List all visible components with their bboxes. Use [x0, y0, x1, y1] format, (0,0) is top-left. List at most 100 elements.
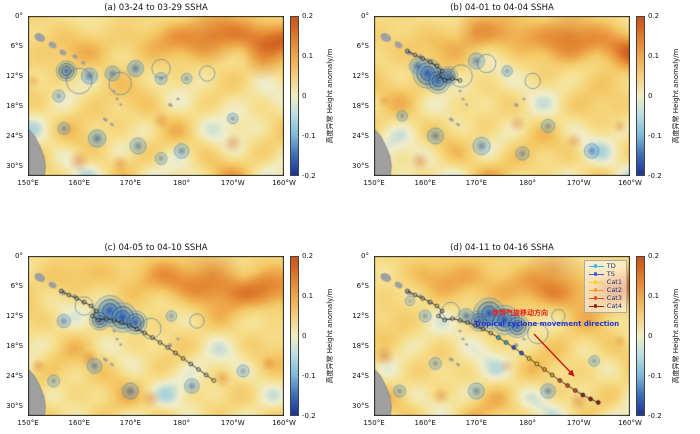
y-tick-label: 24°S	[6, 132, 23, 140]
y-tick-label: 18°S	[6, 102, 23, 110]
panel-a-x-axis: 150°E 160°E 170°E 180° 170°W 160°W	[17, 176, 296, 189]
y-tick-label: 24°S	[6, 372, 23, 380]
y-tick-label: 18°S	[6, 342, 23, 350]
colorbar-tick-label: 0.2	[648, 12, 660, 20]
colorbar-tick-label: 0.2	[648, 252, 660, 260]
panel-d: (d) 04-11 to 04-16 SSHA 0° 6°S 12°S 18°S 24°…	[352, 242, 692, 430]
legend-marker-icon	[588, 264, 604, 268]
colorbar-gradient	[290, 16, 299, 176]
y-tick-label: 30°S	[6, 162, 23, 170]
x-tick-label: 160°W	[618, 179, 642, 187]
panel-a-colorbar: 0.2 0.1 0 -0.1 -0.2 高度异常 Height anomaly/m	[290, 12, 346, 180]
panel-c-y-axis: 0° 6°S 12°S 18°S 24°S 30°S	[4, 252, 25, 416]
annotation-cn: 热带气旋移动方向	[492, 309, 548, 317]
panel-a: (a) 03-24 to 03-29 SSHA 0° 6°S 12°S 18°S 24°…	[6, 2, 346, 190]
panel-c: (c) 04-05 to 04-10 SSHA 0° 6°S 12°S 18°S 24°…	[6, 242, 346, 430]
y-tick-label: 18°S	[352, 342, 369, 350]
y-tick-label: 0°	[15, 12, 23, 20]
colorbar-gradient	[636, 256, 645, 416]
x-tick-label: 170°E	[465, 419, 488, 427]
panel-b-x-axis: 150°E 160°E 170°E 180° 170°W 160°W	[363, 176, 642, 189]
y-tick-label: 6°S	[10, 282, 23, 290]
x-tick-label: 170°W	[566, 179, 591, 187]
colorbar-tick-label: -0.1	[648, 132, 662, 140]
colorbar-tick-label: 0	[648, 92, 653, 100]
panel-d-plot: 0° 6°S 12°S 18°S 24°S 30°S 150°E 160°E 170°E 180…	[352, 252, 642, 427]
colorbar-ticks: 0.2 0.1 0 -0.1 -0.2	[648, 12, 670, 180]
colorbar-ticks: 0.2 0.1 0 -0.1 -0.2	[648, 252, 670, 420]
panel-a-y-axis: 0° 6°S 12°S 18°S 24°S 30°S	[4, 12, 25, 176]
x-tick-label: 170°E	[119, 179, 142, 187]
colorbar-label: 高度异常 Height anomaly/m	[326, 288, 334, 384]
x-tick-label: 160°E	[414, 419, 436, 427]
legend-item-cat1: Cat1	[588, 279, 622, 286]
x-tick-label: 180°	[519, 179, 537, 187]
ssha-map-canvas-c	[28, 256, 284, 416]
panel-d-title: (d) 04-11 to 04-16 SSHA	[450, 243, 554, 253]
colorbar-tick-label: 0.1	[302, 52, 314, 60]
ssha-map-canvas-a	[28, 16, 284, 176]
panel-d-colorbar: 0.2 0.1 0 -0.1 -0.2 高度异常 Height anomaly/m	[636, 252, 692, 420]
x-tick-label: 180°	[519, 419, 537, 427]
colorbar-tick-label: 0.2	[302, 12, 314, 20]
colorbar-tick-label: 0	[648, 332, 653, 340]
colorbar-tick-label: -0.2	[648, 172, 662, 180]
y-tick-label: 12°S	[6, 312, 23, 320]
x-tick-label: 150°E	[17, 419, 39, 427]
legend-marker-icon	[588, 296, 604, 300]
x-tick-label: 160°W	[618, 419, 642, 427]
legend-item-cat4: Cat4	[588, 302, 622, 310]
x-tick-label: 170°W	[566, 419, 591, 427]
x-tick-label: 160°E	[68, 419, 90, 427]
panel-c-plot: 0° 6°S 12°S 18°S 24°S 30°S 150°E 160°E 170°E 180…	[6, 252, 296, 427]
legend-marker-icon	[588, 288, 604, 292]
panel-b-plot: 0° 6°S 12°S 18°S 24°S 30°S 150°E 160°E 170°E 180…	[352, 12, 642, 187]
legend-item-td: TD	[588, 262, 622, 270]
x-tick-label: 180°	[173, 419, 191, 427]
y-tick-label: 12°S	[352, 72, 369, 80]
legend-label: TD	[606, 262, 616, 270]
y-tick-label: 30°S	[352, 402, 369, 410]
legend-label: Cat4	[606, 302, 622, 310]
y-tick-label: 0°	[15, 252, 23, 260]
x-tick-label: 160°E	[68, 179, 90, 187]
legend-label: TS	[606, 270, 615, 278]
y-tick-label: 18°S	[352, 102, 369, 110]
y-tick-label: 0°	[361, 12, 369, 20]
y-tick-label: 24°S	[352, 132, 369, 140]
colorbar-gradient	[636, 16, 645, 176]
colorbar-tick-label: 0.1	[302, 292, 314, 300]
x-tick-label: 170°E	[119, 419, 142, 427]
annotation-en: Tropical cyclone movement direction	[474, 320, 620, 328]
y-tick-label: 6°S	[356, 42, 369, 50]
legend-marker-icon	[588, 272, 604, 276]
legend-item-cat2: Cat2	[588, 286, 622, 294]
panel-c-colorbar: 0.2 0.1 0 -0.1 -0.2 高度异常 Height anomaly/m	[290, 252, 346, 420]
panel-c-title: (c) 04-05 to 04-10 SSHA	[104, 243, 208, 253]
legend-marker-icon	[588, 304, 604, 308]
x-tick-label: 160°E	[414, 179, 436, 187]
y-tick-label: 24°S	[352, 372, 369, 380]
colorbar-label: 高度异常 Height anomaly/m	[672, 288, 680, 384]
legend: TD TS Cat1 Cat2 Cat3 Cat4	[583, 260, 627, 313]
colorbar-tick-label: 0	[302, 92, 307, 100]
panel-d-x-axis: 150°E 160°E 170°E 180° 170°W 160°W	[363, 416, 642, 429]
colorbar-tick-label: -0.1	[648, 372, 662, 380]
panel-a-title: (a) 03-24 to 03-29 SSHA	[104, 3, 208, 13]
y-tick-label: 12°S	[352, 312, 369, 320]
x-tick-label: 160°W	[272, 419, 296, 427]
legend-item-ts: TS	[588, 270, 622, 278]
colorbar-gradient	[290, 256, 299, 416]
panel-b: (b) 04-01 to 04-04 SSHA 0° 6°S 12°S 18°S 24°…	[352, 2, 692, 190]
legend-label: Cat2	[606, 286, 622, 294]
x-tick-label: 150°E	[363, 179, 385, 187]
colorbar-tick-label: 0.1	[648, 292, 660, 300]
colorbar-tick-label: -0.2	[648, 412, 662, 420]
x-tick-label: 160°W	[272, 179, 296, 187]
panel-d-y-axis: 0° 6°S 12°S 18°S 24°S 30°S	[350, 252, 371, 416]
y-tick-label: 0°	[361, 252, 369, 260]
colorbar-tick-label: 0	[302, 332, 307, 340]
x-tick-label: 170°W	[220, 179, 245, 187]
x-tick-label: 170°E	[465, 179, 488, 187]
